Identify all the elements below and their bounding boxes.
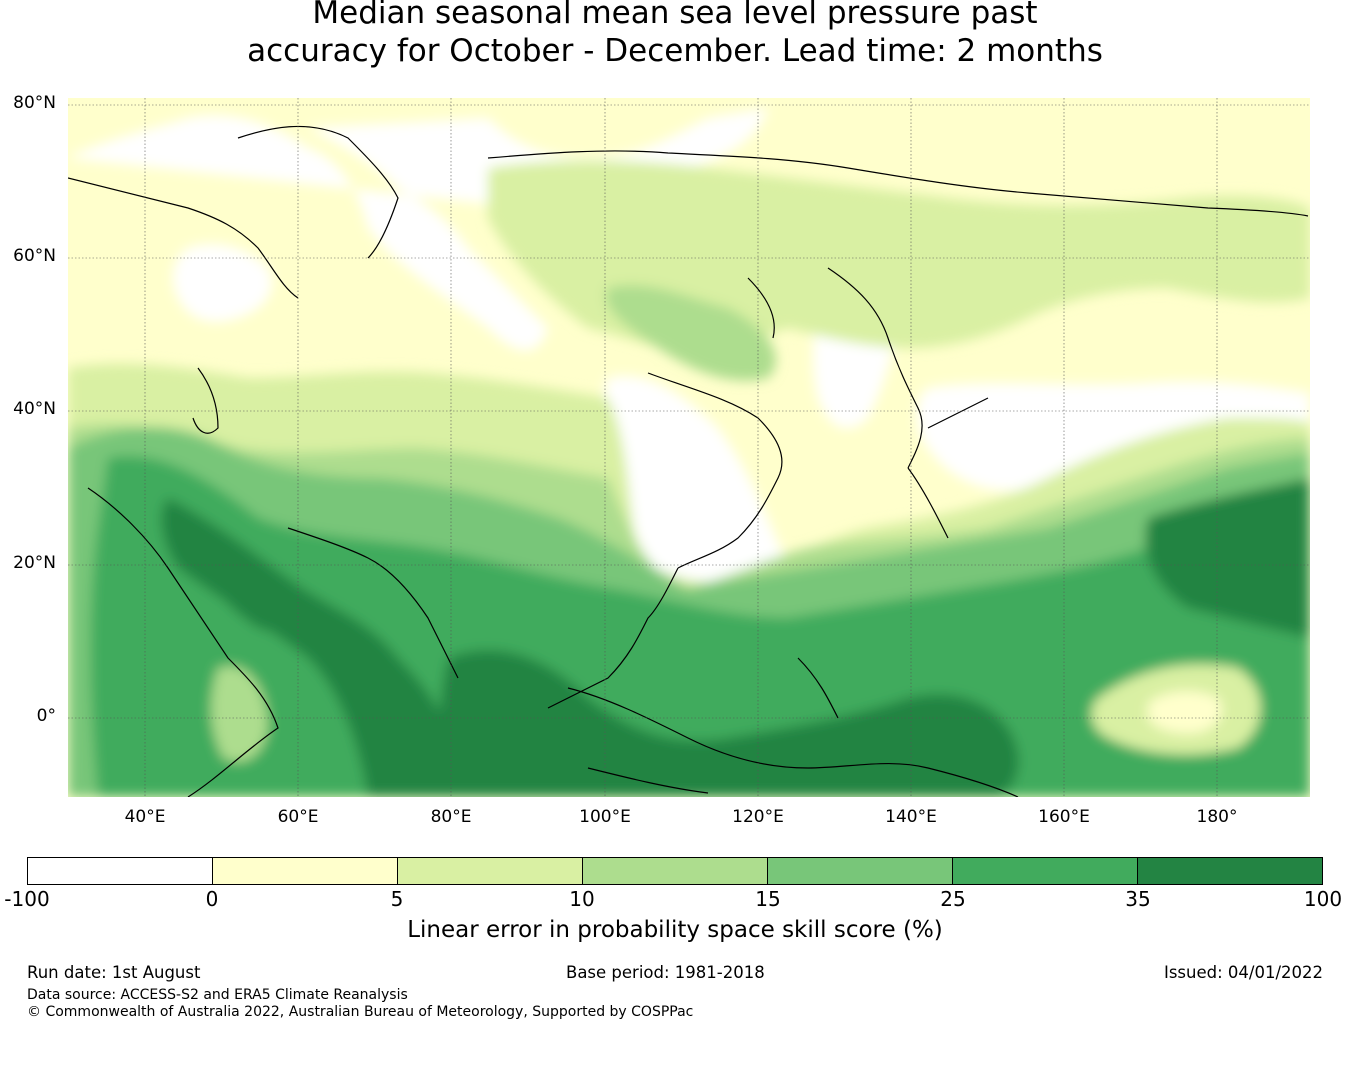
copyright: © Commonwealth of Australia 2022, Austra… bbox=[27, 1004, 694, 1020]
skill-score-map bbox=[68, 98, 1310, 797]
colorbar bbox=[27, 857, 1323, 885]
colorbar-tick: 10 bbox=[569, 887, 595, 911]
lon-label-140e: 140°E bbox=[885, 807, 937, 827]
lat-label-40n: 40°N bbox=[13, 399, 56, 419]
colorbar-segment bbox=[953, 858, 1138, 884]
colorbar-segment bbox=[768, 858, 953, 884]
colorbar-tick: 35 bbox=[1125, 887, 1151, 911]
title-line-1: Median seasonal mean sea level pressure … bbox=[312, 0, 1038, 31]
colorbar-label: Linear error in probability space skill … bbox=[407, 917, 943, 943]
lon-label-120e: 120°E bbox=[732, 807, 784, 827]
colorbar-tick: 5 bbox=[390, 887, 404, 911]
lon-label-60e: 60°E bbox=[277, 807, 319, 827]
map-canvas bbox=[68, 98, 1310, 797]
colorbar-segment bbox=[1138, 858, 1322, 884]
graticule bbox=[68, 98, 1310, 797]
colorbar-tick: 25 bbox=[940, 887, 966, 911]
lat-label-20n: 20°N bbox=[13, 553, 56, 573]
issued-date: Issued: 04/01/2022 bbox=[1163, 963, 1323, 982]
title-line-2: accuracy for October - December. Lead ti… bbox=[247, 33, 1103, 69]
coastlines bbox=[68, 125, 1309, 797]
lat-label-60n: 60°N bbox=[13, 246, 56, 266]
lon-label-160e: 160°E bbox=[1038, 807, 1090, 827]
colorbar-tick: 15 bbox=[755, 887, 781, 911]
run-date: Run date: 1st August bbox=[27, 963, 201, 982]
colorbar-segment bbox=[28, 858, 213, 884]
colorbar-tick: 100 bbox=[1303, 887, 1343, 911]
lon-label-100e: 100°E bbox=[579, 807, 631, 827]
colorbar-segment bbox=[583, 858, 768, 884]
lon-label-180: 180° bbox=[1196, 807, 1238, 827]
data-source: Data source: ACCESS-S2 and ERA5 Climate … bbox=[27, 987, 408, 1003]
lon-label-80e: 80°E bbox=[430, 807, 472, 827]
colorbar-tick: 0 bbox=[205, 887, 219, 911]
colorbar-tick: -100 bbox=[4, 887, 50, 911]
colorbar-segment bbox=[398, 858, 583, 884]
lon-label-40e: 40°E bbox=[124, 807, 166, 827]
lat-label-0: 0° bbox=[36, 706, 56, 726]
map-title: Median seasonal mean sea level pressure … bbox=[0, 0, 1350, 70]
colorbar-segment bbox=[213, 858, 398, 884]
lat-label-80n: 80°N bbox=[13, 93, 56, 113]
base-period: Base period: 1981-2018 bbox=[566, 963, 765, 982]
